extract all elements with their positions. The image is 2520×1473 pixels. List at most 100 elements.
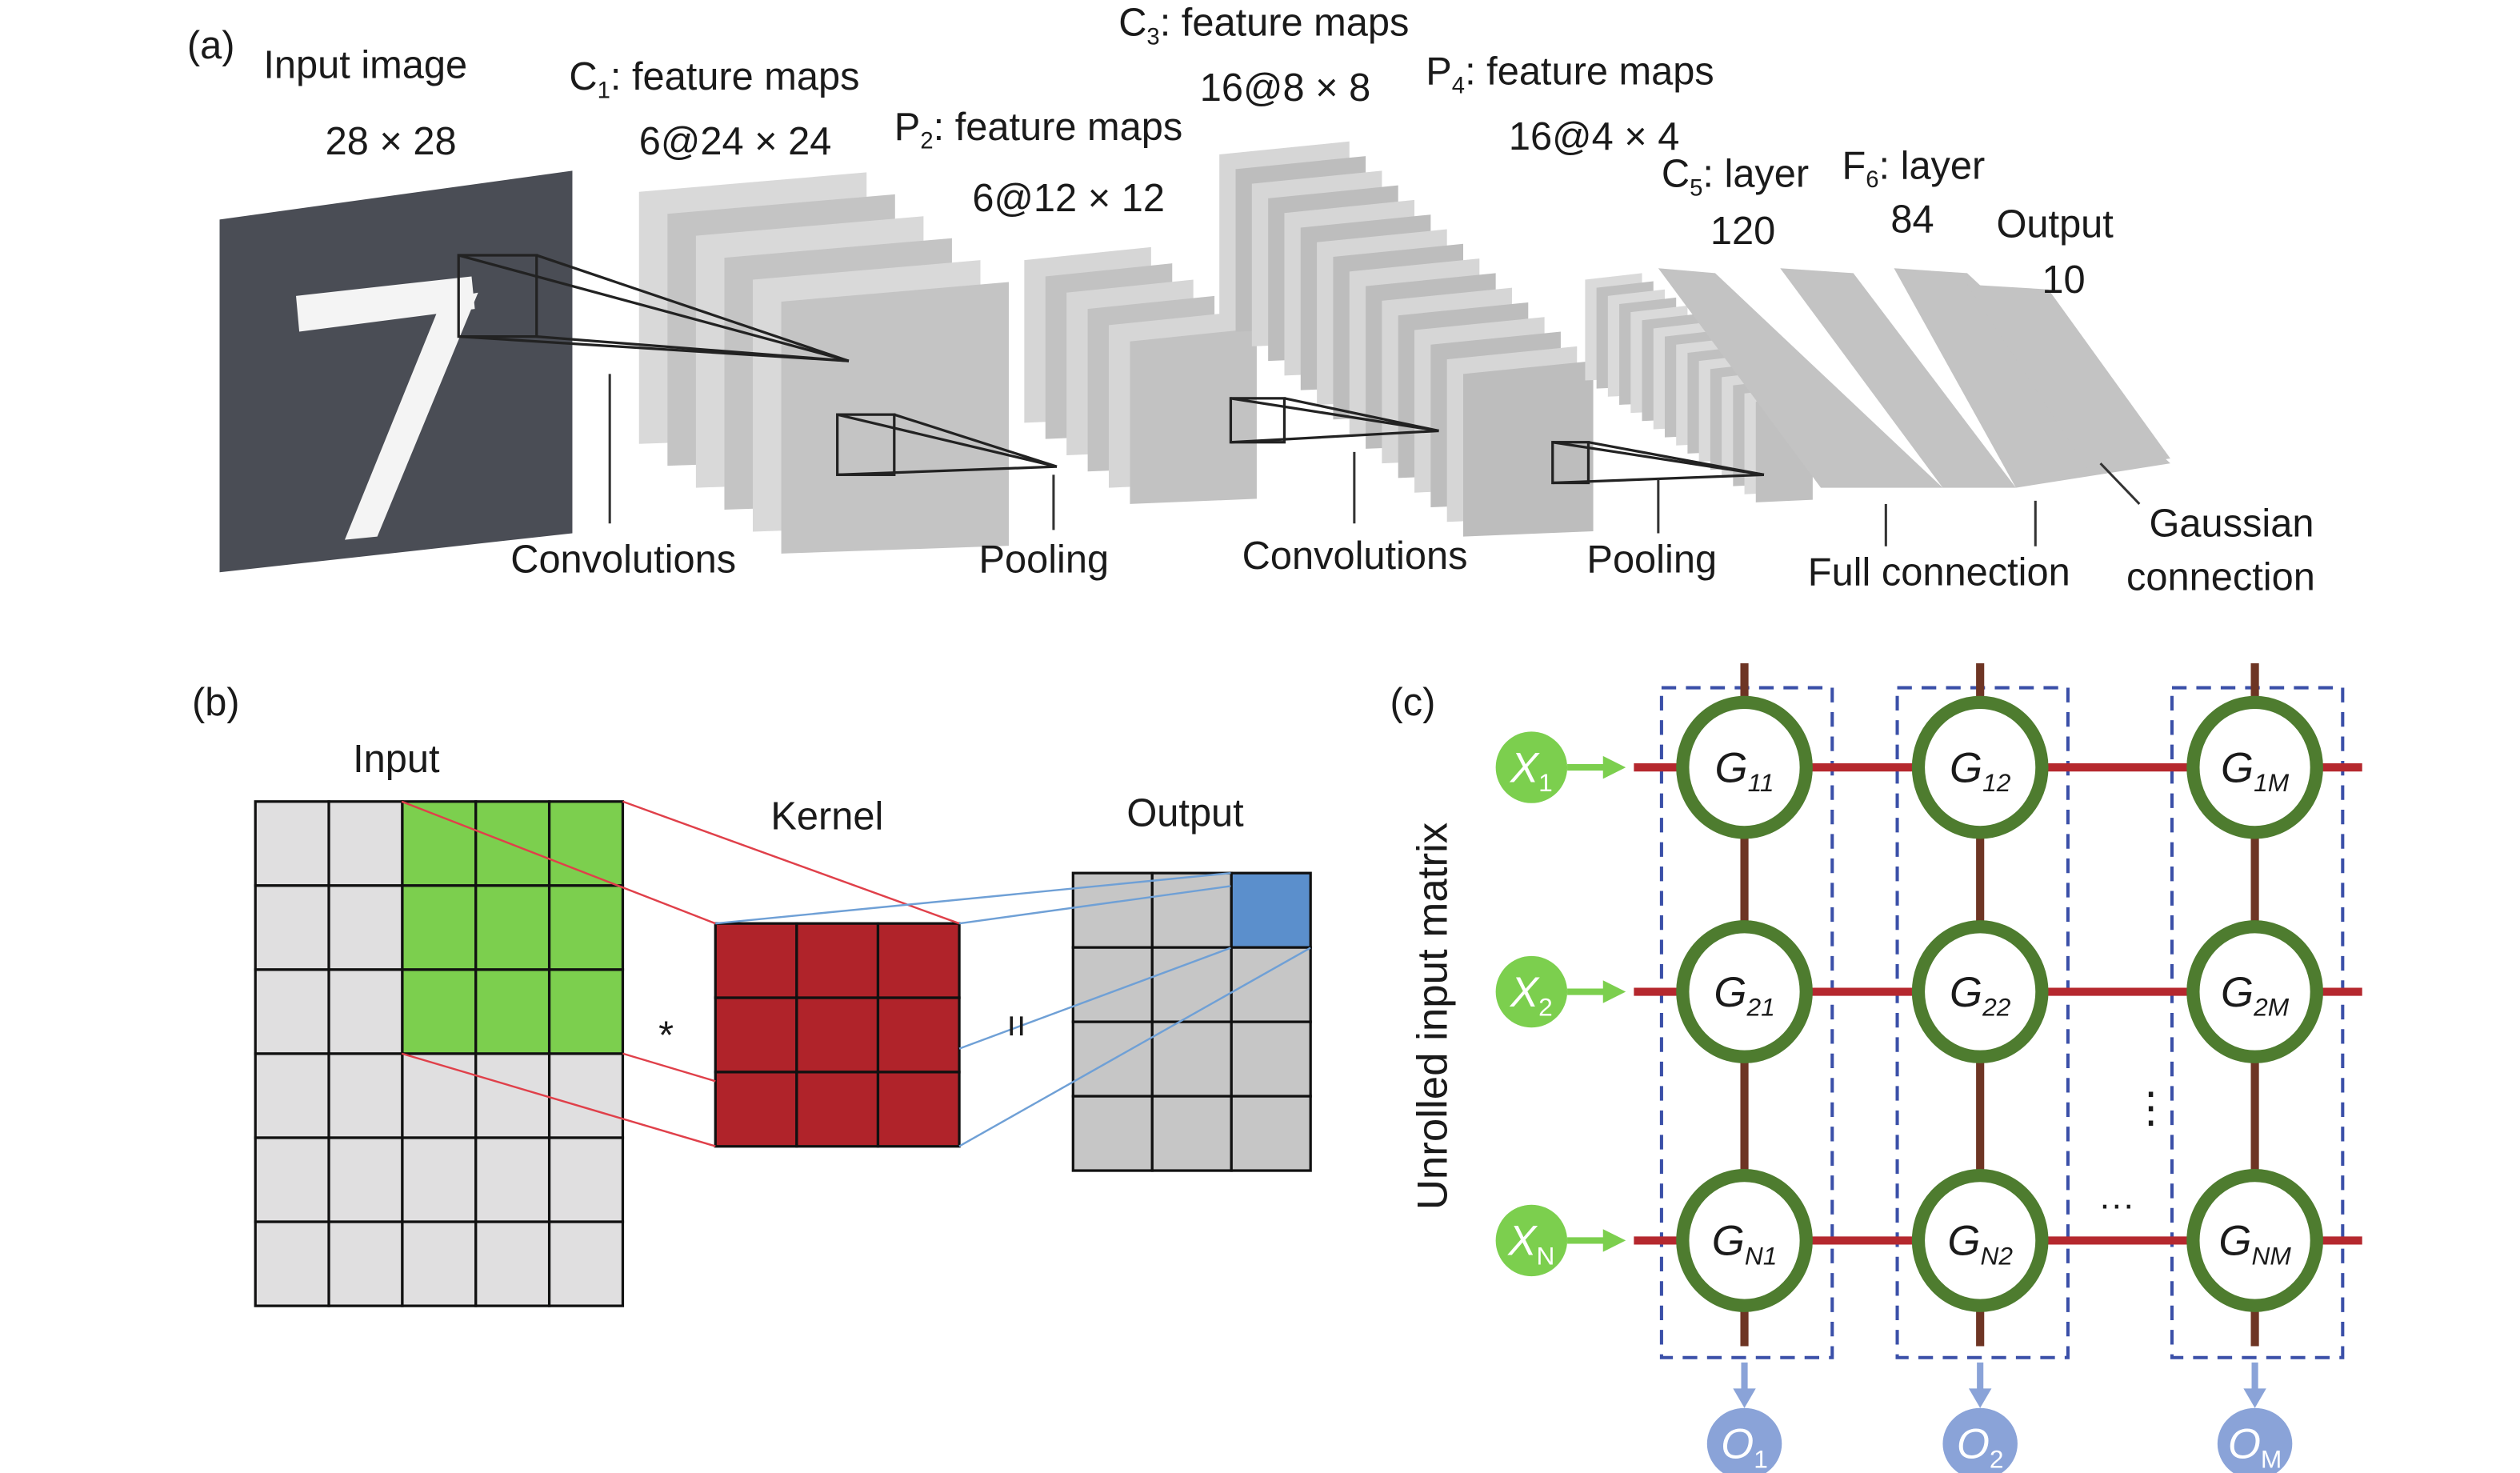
grid-cell <box>795 996 880 1074</box>
kernel-grid <box>714 922 961 1148</box>
vertical-ellipsis: ⋮ <box>2130 1084 2172 1131</box>
op-pooling-1: Pooling <box>978 538 1109 581</box>
grid-cell <box>474 968 551 1055</box>
conductance-node <box>1676 920 1813 1063</box>
node-label-subscript: 21 <box>1746 992 1774 1021</box>
input-label-main: X <box>1510 744 1540 791</box>
node-label-main: G <box>1950 969 1982 1016</box>
input-label-main: X <box>1510 969 1540 1016</box>
input-label-subscript: N <box>1537 1241 1555 1270</box>
c1-feature-maps <box>638 172 1010 554</box>
gaussian-layer <box>1966 284 2170 472</box>
p4-title-subscript: 4 <box>1452 73 1465 98</box>
node-label: G12 <box>1950 744 2011 797</box>
grid-cell <box>714 996 798 1074</box>
node-label: G21 <box>1714 969 1774 1022</box>
c5-title-subscript: 5 <box>1690 175 1702 201</box>
arrow-head <box>1733 1388 1756 1408</box>
receptive-field-connectors <box>457 254 1765 485</box>
grid-cell <box>401 800 478 887</box>
node-label-main: G <box>1712 1218 1745 1265</box>
grid-cell <box>547 884 625 971</box>
input-node <box>1495 731 1568 803</box>
grid-cell <box>547 1052 625 1139</box>
output-node <box>1942 1407 2018 1473</box>
feature-map <box>1463 361 1594 537</box>
axis-label: Unrolled input matrix <box>1410 823 1457 1210</box>
c3-feature-maps <box>1219 141 1594 537</box>
output-label: O2 <box>1957 1421 2004 1473</box>
input-label-subscript: 2 <box>1538 992 1553 1021</box>
grid-cell <box>547 1220 625 1307</box>
p2-feature-maps <box>1024 246 1257 504</box>
node-label-subscript: 12 <box>1982 768 2011 797</box>
grid-cell <box>401 1136 478 1223</box>
grid-cell <box>327 968 404 1055</box>
node-label: GN1 <box>1712 1218 1778 1271</box>
grid-cell <box>254 800 330 887</box>
c1-size: 6@24 × 24 <box>639 120 832 163</box>
grid-cell <box>1230 1020 1312 1098</box>
grid-cell <box>474 1220 551 1307</box>
output-size: 10 <box>2042 258 2085 302</box>
p4-feature-maps <box>1585 273 1813 502</box>
grid-cell <box>876 996 961 1074</box>
node-label-main: G <box>1947 1218 1980 1265</box>
output-node <box>1706 1407 1782 1473</box>
grid-cell <box>1071 1095 1154 1172</box>
c5-title-rest: : layer <box>1702 153 1809 196</box>
arrow-head <box>1602 1229 1626 1252</box>
f6-layer <box>1780 268 2016 488</box>
output-grid-title: Output <box>1126 791 1244 835</box>
grid-cell <box>401 884 478 971</box>
grid-cell <box>547 1136 625 1223</box>
output-label-main: O <box>1721 1421 1754 1468</box>
conductance-node <box>1911 695 2049 839</box>
p4-title-rest: : feature maps <box>1465 50 1714 94</box>
grid-cell <box>474 884 551 971</box>
f6-size: 84 <box>1890 198 1934 242</box>
op-convolutions-2: Convolutions <box>1242 534 1468 578</box>
grid-cell <box>254 1136 330 1223</box>
conductance-node <box>2186 920 2323 1063</box>
c1-title-subscript: 1 <box>598 78 610 103</box>
arrow-head <box>1602 980 1626 1003</box>
grid-cell <box>795 1071 880 1148</box>
panel-b-convolution: (b) Input Kernel Output * = <box>192 681 1312 1307</box>
f6-title-subscript: 6 <box>1866 167 1878 193</box>
c1-title-main: C <box>569 55 597 98</box>
node-label-subscript: 2M <box>2253 992 2290 1021</box>
grid-cell <box>1230 946 1312 1023</box>
c5-title: C5: layer <box>1662 153 1809 202</box>
grid-cell <box>547 800 625 887</box>
c3-title-rest: : feature maps <box>1160 2 1410 45</box>
grid-cell <box>1150 1020 1233 1098</box>
c3-size: 16@8 × 8 <box>1200 66 1371 110</box>
grid-cell <box>1150 1095 1233 1172</box>
grid-cell <box>401 1220 478 1307</box>
f6-title: F6: layer <box>1842 145 1985 194</box>
output-label-subscript: 2 <box>1990 1444 2004 1473</box>
node-label-main: G <box>1715 744 1748 791</box>
input-label: XN <box>1507 1218 1554 1271</box>
c1-title: C1: feature maps <box>569 55 859 104</box>
kernel-title: Kernel <box>770 795 883 838</box>
node-label: G1M <box>2221 744 2290 797</box>
node-label-subscript: N2 <box>1980 1241 2013 1270</box>
grid-cell <box>714 1071 798 1148</box>
feature-map <box>1130 328 1257 504</box>
digit-seven <box>296 276 478 540</box>
output-label-subscript: 1 <box>1754 1444 1768 1473</box>
arrow-head <box>1602 755 1626 779</box>
node-label-subscript: NM <box>2251 1241 2291 1270</box>
c3-title-main: C <box>1118 2 1146 45</box>
grid-cell <box>254 1220 330 1307</box>
c5-size: 120 <box>1710 210 1775 253</box>
input-image <box>219 170 573 573</box>
conductance-node <box>2186 1169 2323 1312</box>
horizontal-ellipsis: ··· <box>2099 1185 2135 1224</box>
grid-cell <box>876 922 961 999</box>
c3-title-subscript: 3 <box>1146 24 1159 50</box>
op-pooling-2: Pooling <box>1586 538 1717 581</box>
